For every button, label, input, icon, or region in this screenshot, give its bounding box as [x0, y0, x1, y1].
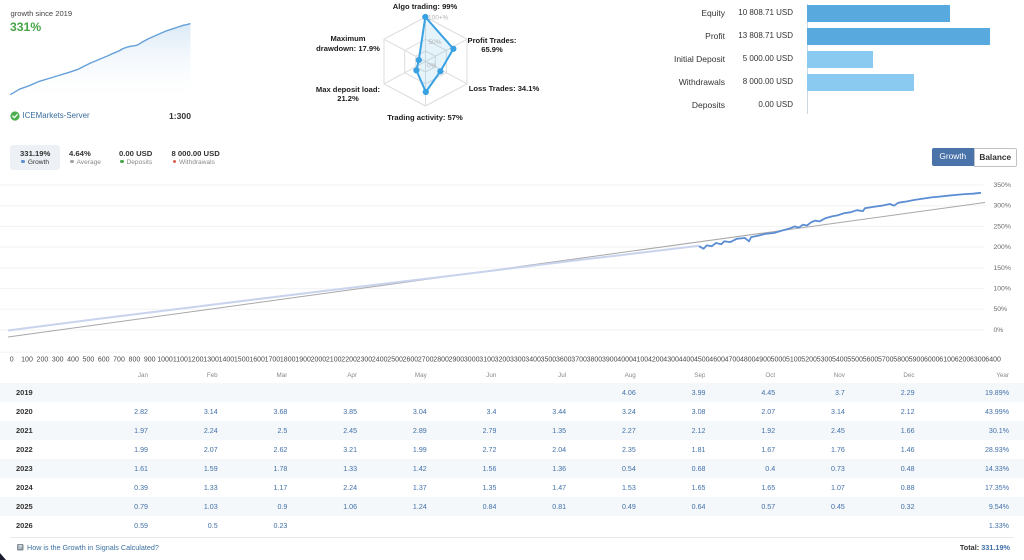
svg-text:2600: 2600 [403, 357, 419, 364]
svg-text:200: 200 [37, 357, 49, 364]
svg-text:3400: 3400 [525, 357, 541, 364]
svg-text:800: 800 [129, 357, 141, 364]
svg-text:4000: 4000 [617, 357, 633, 364]
svg-text:6100: 6100 [939, 357, 955, 364]
svg-text:4200: 4200 [648, 357, 664, 364]
svg-text:3700: 3700 [571, 357, 587, 364]
svg-text:4700: 4700 [725, 357, 741, 364]
svg-text:3100: 3100 [479, 357, 495, 364]
svg-text:6000: 6000 [924, 357, 940, 364]
svg-text:3600: 3600 [556, 357, 572, 364]
svg-text:200%: 200% [994, 244, 1011, 251]
svg-text:1200: 1200 [188, 357, 204, 364]
svg-text:3200: 3200 [495, 357, 511, 364]
svg-text:5200: 5200 [801, 357, 817, 364]
svg-text:0: 0 [10, 357, 14, 364]
svg-text:3300: 3300 [510, 357, 526, 364]
svg-text:1500: 1500 [234, 357, 250, 364]
svg-text:4900: 4900 [755, 357, 771, 364]
svg-text:0%: 0% [994, 327, 1004, 334]
svg-text:250%: 250% [994, 223, 1011, 230]
svg-text:900: 900 [144, 357, 156, 364]
svg-text:150%: 150% [994, 265, 1011, 272]
svg-text:50%: 50% [429, 39, 442, 46]
svg-text:2800: 2800 [433, 357, 449, 364]
svg-text:1400: 1400 [219, 357, 235, 364]
svg-text:4500: 4500 [694, 357, 710, 364]
svg-text:1600: 1600 [249, 357, 265, 364]
svg-text:4600: 4600 [709, 357, 725, 364]
svg-text:5600: 5600 [863, 357, 879, 364]
svg-text:300%: 300% [994, 203, 1011, 210]
svg-text:2100: 2100 [326, 357, 342, 364]
svg-text:1100: 1100 [173, 357, 188, 364]
svg-text:350%: 350% [994, 182, 1011, 189]
svg-text:5300: 5300 [817, 357, 833, 364]
svg-text:50%: 50% [994, 306, 1008, 313]
svg-text:2000: 2000 [311, 357, 327, 364]
svg-text:2500: 2500 [387, 357, 403, 364]
svg-text:5800: 5800 [893, 357, 909, 364]
svg-text:0%: 0% [427, 63, 437, 70]
svg-text:300: 300 [52, 357, 64, 364]
svg-text:5100: 5100 [786, 357, 802, 364]
svg-text:100: 100 [21, 357, 33, 364]
svg-text:6200: 6200 [955, 357, 971, 364]
svg-text:5000: 5000 [771, 357, 787, 364]
svg-text:3900: 3900 [602, 357, 618, 364]
svg-text:2200: 2200 [341, 357, 357, 364]
svg-text:3500: 3500 [541, 357, 557, 364]
svg-text:3000: 3000 [464, 357, 480, 364]
svg-text:2700: 2700 [418, 357, 434, 364]
svg-text:3800: 3800 [587, 357, 603, 364]
svg-text:2300: 2300 [357, 357, 373, 364]
svg-text:100%: 100% [994, 286, 1011, 293]
svg-text:1900: 1900 [295, 357, 311, 364]
svg-text:700: 700 [113, 357, 125, 364]
svg-text:4400: 4400 [679, 357, 695, 364]
svg-text:6400: 6400 [985, 357, 1001, 364]
svg-text:5700: 5700 [878, 357, 894, 364]
svg-text:4100: 4100 [633, 357, 649, 364]
svg-text:2400: 2400 [372, 357, 388, 364]
svg-text:5400: 5400 [832, 357, 848, 364]
svg-text:5900: 5900 [909, 357, 925, 364]
svg-text:4800: 4800 [740, 357, 756, 364]
svg-text:1800: 1800 [280, 357, 296, 364]
svg-text:1300: 1300 [203, 357, 219, 364]
svg-text:2900: 2900 [449, 357, 465, 364]
svg-text:5500: 5500 [847, 357, 863, 364]
svg-text:400: 400 [67, 357, 79, 364]
svg-text:4300: 4300 [663, 357, 679, 364]
svg-text:1000: 1000 [157, 357, 173, 364]
svg-text:100+%: 100+% [428, 14, 449, 21]
svg-text:500: 500 [83, 357, 95, 364]
svg-text:6300: 6300 [970, 357, 986, 364]
svg-text:1700: 1700 [265, 357, 281, 364]
svg-text:600: 600 [98, 357, 110, 364]
